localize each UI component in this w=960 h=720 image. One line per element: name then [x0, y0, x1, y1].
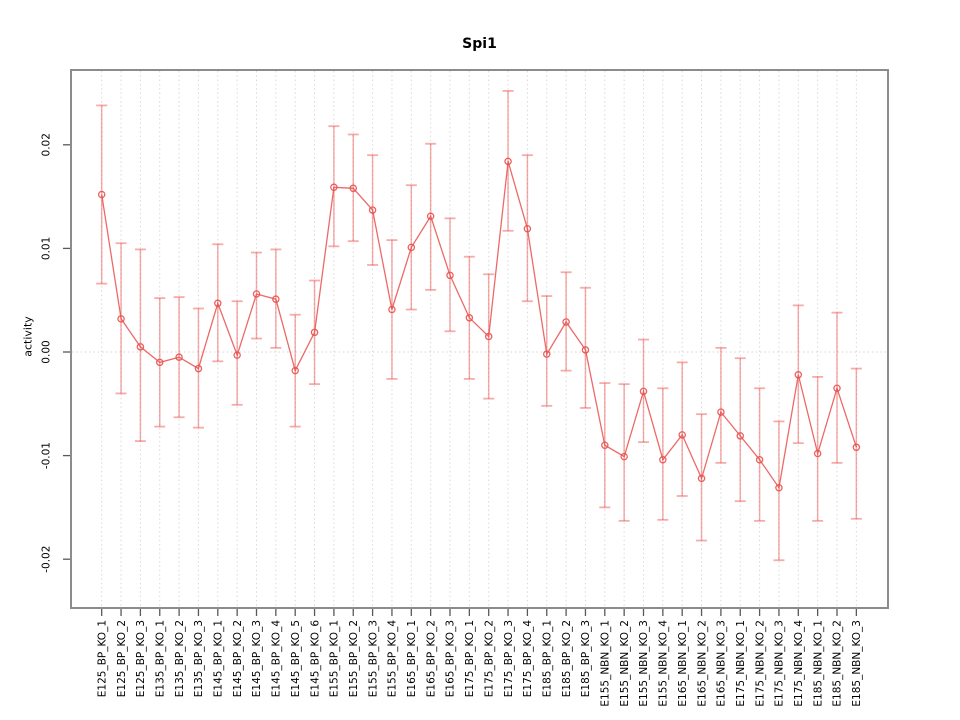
- data-point: [233, 351, 241, 359]
- data-point: [310, 328, 319, 337]
- x-tick-label: E165_NBN_KO_3: [716, 620, 728, 707]
- y-axis-title: activity: [21, 316, 35, 357]
- data-point: [620, 452, 628, 461]
- data-point: [775, 483, 783, 492]
- data-point: [755, 455, 764, 464]
- y-tick-label: 0.00: [41, 340, 53, 363]
- x-axis-labels: E125_BP_KO_1 E125_BP_KO_2 E125_BP_KO_3 E135…: [96, 620, 863, 707]
- data-point: [97, 190, 106, 199]
- gridlines: [101, 71, 857, 607]
- data-point: [349, 184, 357, 193]
- x-tick-label: E135_BP_KO_3: [193, 620, 205, 697]
- axis-ticks: [63, 144, 857, 616]
- data-point: [543, 350, 551, 358]
- x-tick-label: E185_BP_KO_3: [580, 620, 592, 697]
- x-tick-label: E175_BP_KO_3: [503, 620, 515, 697]
- data-point: [330, 183, 338, 192]
- x-tick-label: E175_BP_KO_2: [483, 620, 495, 697]
- x-tick-label: E135_BP_KO_1: [154, 620, 166, 697]
- x-tick-label: E175_NBN_KO_3: [774, 620, 786, 707]
- data-point: [117, 315, 125, 323]
- x-tick-label: E145_BP_KO_5: [290, 620, 302, 697]
- plot-frame: [70, 69, 889, 609]
- x-tick-label: E155_NBN_KO_1: [599, 620, 611, 707]
- x-tick-label: E175_BP_KO_1: [464, 620, 476, 697]
- data-point: [388, 305, 396, 314]
- data-point: [446, 271, 454, 280]
- y-tick-label: 0.02: [41, 133, 53, 156]
- data-point: [194, 364, 203, 373]
- data-point: [426, 212, 435, 221]
- x-tick-label: E125_BP_KO_3: [135, 620, 147, 697]
- data-point: [813, 449, 822, 458]
- data-point: [484, 332, 493, 341]
- x-tick-label: E165_BP_KO_3: [445, 620, 457, 697]
- data-point: [601, 441, 609, 449]
- x-tick-label: E155_BP_KO_1: [329, 620, 341, 697]
- y-axis-labels: 0.02 0.01 0.00 -0.01 -0.02: [41, 133, 53, 573]
- data-point: [523, 224, 532, 233]
- data-points: [97, 157, 861, 492]
- data-point: [291, 366, 299, 375]
- data-point: [639, 387, 648, 396]
- data-point: [175, 353, 183, 361]
- x-tick-label: E165_NBN_KO_2: [696, 620, 708, 707]
- y-tick-label: -0.01: [41, 442, 53, 469]
- data-point: [155, 358, 164, 367]
- data-point: [272, 295, 280, 303]
- x-tick-label: E185_NBN_KO_1: [812, 620, 824, 707]
- data-point: [214, 299, 222, 308]
- x-tick-label: E175_BP_KO_4: [522, 620, 534, 698]
- x-tick-label: E185_BP_KO_2: [561, 620, 573, 697]
- x-tick-label: E155_BP_KO_2: [348, 620, 360, 697]
- y-tick-label: -0.02: [41, 546, 53, 573]
- x-tick-label: E125_BP_KO_1: [96, 620, 108, 697]
- data-point: [252, 290, 261, 298]
- data-point: [465, 314, 474, 322]
- x-tick-label: E145_BP_KO_6: [309, 620, 321, 698]
- x-tick-label: E155_NBN_KO_4: [658, 620, 670, 707]
- data-line: [101, 161, 858, 490]
- chart-title: Spi1: [462, 36, 497, 52]
- x-tick-label: E165_BP_KO_1: [406, 620, 418, 697]
- x-tick-label: E185_BP_KO_1: [541, 620, 553, 697]
- data-point: [368, 206, 377, 214]
- x-tick-label: E155_NBN_KO_2: [619, 620, 631, 707]
- x-tick-label: E175_NBN_KO_4: [793, 620, 805, 707]
- x-tick-label: E135_BP_KO_2: [174, 620, 186, 697]
- x-tick-label: E155_BP_KO_3: [367, 620, 379, 697]
- data-point: [659, 455, 667, 464]
- x-tick-label: E155_NBN_KO_3: [638, 620, 650, 707]
- data-point: [794, 371, 803, 379]
- x-tick-label: E145_BP_KO_2: [232, 620, 244, 697]
- data-point: [852, 443, 861, 452]
- data-point: [581, 346, 590, 354]
- x-tick-label: E185_NBN_KO_3: [851, 620, 863, 707]
- data-point: [504, 157, 512, 166]
- x-tick-label: E155_BP_KO_4: [387, 620, 399, 698]
- x-tick-label: E175_NBN_KO_2: [754, 620, 766, 707]
- data-point: [736, 432, 745, 440]
- data-point: [697, 474, 706, 483]
- data-point: [833, 384, 841, 393]
- data-point: [407, 243, 416, 252]
- x-tick-label: E165_NBN_KO_1: [677, 620, 689, 707]
- data-point: [562, 318, 570, 326]
- x-tick-label: E165_BP_KO_2: [425, 620, 437, 697]
- x-tick-label: E145_BP_KO_1: [212, 620, 224, 697]
- x-tick-label: E145_BP_KO_3: [251, 620, 263, 697]
- x-tick-label: E175_NBN_KO_1: [735, 620, 747, 707]
- x-tick-label: E125_BP_KO_2: [116, 620, 128, 697]
- x-tick-label: E185_NBN_KO_2: [832, 620, 844, 707]
- data-point: [136, 343, 145, 351]
- data-point: [678, 431, 686, 439]
- y-tick-label: 0.01: [41, 237, 53, 260]
- x-tick-label: E145_BP_KO_4: [271, 620, 283, 698]
- data-point: [717, 408, 725, 416]
